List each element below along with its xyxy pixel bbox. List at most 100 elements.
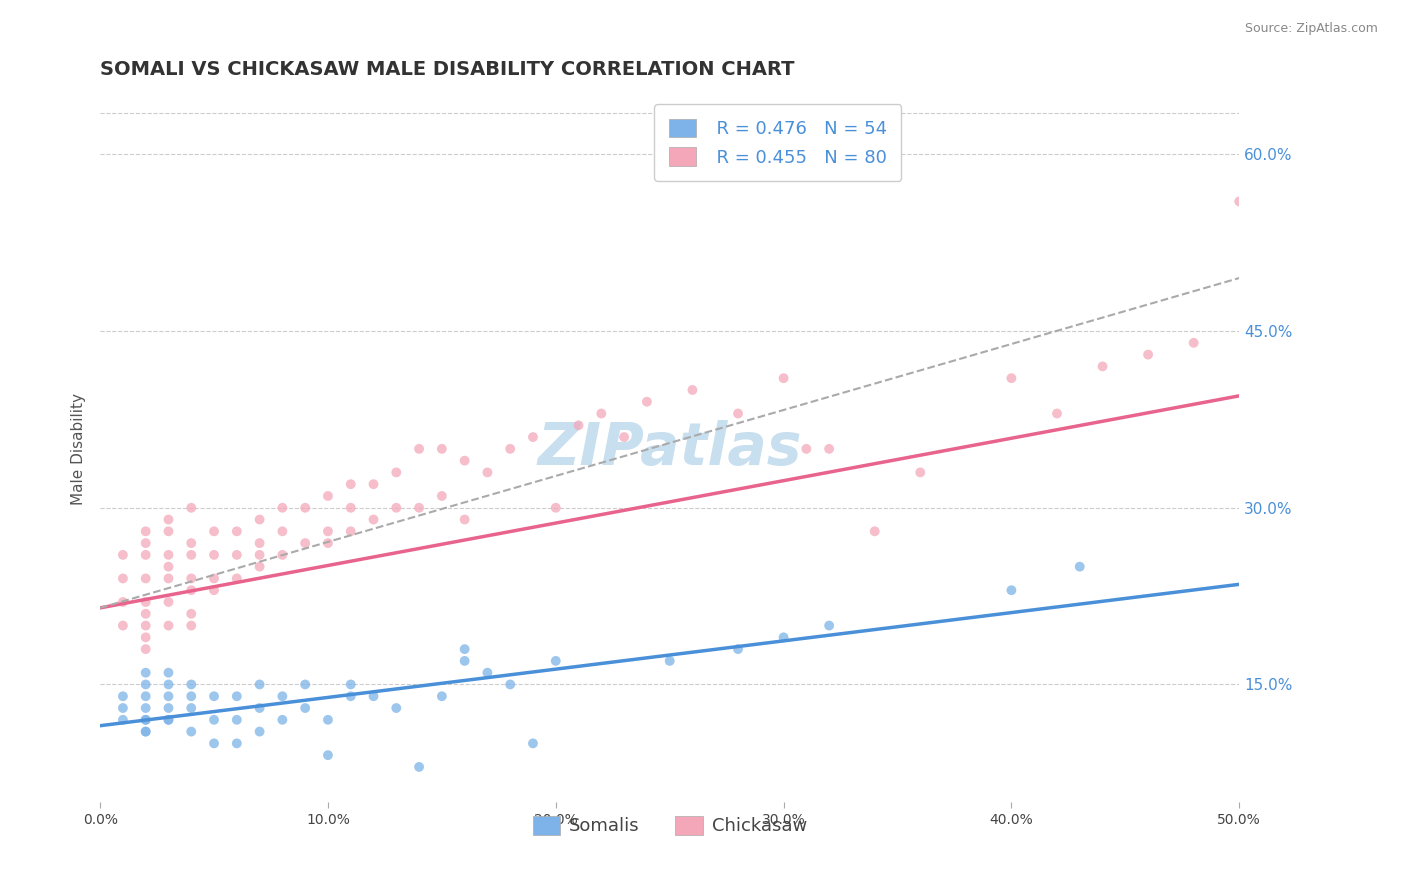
Point	[111, 690, 134, 704]
Point	[499, 442, 522, 456]
Point	[180, 690, 202, 704]
Point	[249, 559, 271, 574]
Point	[363, 477, 385, 491]
Point	[477, 466, 499, 480]
Y-axis label: Male Disability: Male Disability	[72, 392, 86, 505]
Point	[385, 466, 408, 480]
Point	[111, 571, 134, 585]
Point	[636, 394, 658, 409]
Point	[567, 418, 589, 433]
Text: ZIPatlas: ZIPatlas	[537, 420, 801, 477]
Point	[1069, 559, 1091, 574]
Point	[271, 500, 294, 515]
Point	[613, 430, 636, 444]
Point	[339, 677, 361, 691]
Point	[544, 654, 567, 668]
Point	[477, 665, 499, 680]
Point	[180, 724, 202, 739]
Point	[591, 407, 613, 421]
Point	[408, 442, 430, 456]
Point	[522, 430, 544, 444]
Point	[385, 500, 408, 515]
Point	[157, 524, 180, 539]
Point	[157, 677, 180, 691]
Point	[111, 713, 134, 727]
Point	[339, 690, 361, 704]
Point	[202, 690, 225, 704]
Point	[202, 548, 225, 562]
Point	[135, 713, 157, 727]
Point	[202, 736, 225, 750]
Point	[180, 701, 202, 715]
Point	[157, 618, 180, 632]
Point	[499, 677, 522, 691]
Point	[339, 477, 361, 491]
Point	[249, 677, 271, 691]
Point	[430, 489, 453, 503]
Legend: Somalis, Chickasaw: Somalis, Chickasaw	[526, 809, 814, 843]
Point	[249, 701, 271, 715]
Point	[1091, 359, 1114, 374]
Point	[910, 466, 932, 480]
Point	[180, 607, 202, 621]
Point	[135, 642, 157, 657]
Point	[157, 665, 180, 680]
Point	[157, 559, 180, 574]
Point	[658, 654, 681, 668]
Point	[818, 618, 841, 632]
Point	[157, 571, 180, 585]
Point	[294, 536, 316, 550]
Point	[180, 548, 202, 562]
Point	[135, 631, 157, 645]
Point	[135, 665, 157, 680]
Point	[135, 571, 157, 585]
Point	[1227, 194, 1250, 209]
Point	[772, 631, 794, 645]
Point	[863, 524, 886, 539]
Point	[271, 548, 294, 562]
Point	[818, 442, 841, 456]
Point	[225, 571, 247, 585]
Point	[430, 442, 453, 456]
Point	[157, 512, 180, 526]
Point	[316, 536, 339, 550]
Point	[135, 690, 157, 704]
Text: Source: ZipAtlas.com: Source: ZipAtlas.com	[1244, 22, 1378, 36]
Point	[1182, 335, 1205, 350]
Point	[453, 453, 475, 467]
Point	[408, 500, 430, 515]
Point	[249, 512, 271, 526]
Point	[225, 524, 247, 539]
Point	[727, 407, 749, 421]
Point	[453, 654, 475, 668]
Point	[180, 618, 202, 632]
Point	[1137, 348, 1160, 362]
Point	[111, 618, 134, 632]
Text: SOMALI VS CHICKASAW MALE DISABILITY CORRELATION CHART: SOMALI VS CHICKASAW MALE DISABILITY CORR…	[100, 60, 794, 78]
Point	[180, 583, 202, 598]
Point	[1000, 371, 1022, 385]
Point	[135, 548, 157, 562]
Point	[135, 724, 157, 739]
Point	[544, 500, 567, 515]
Point	[157, 713, 180, 727]
Point	[135, 618, 157, 632]
Point	[202, 713, 225, 727]
Point	[316, 748, 339, 763]
Point	[249, 548, 271, 562]
Point	[202, 583, 225, 598]
Point	[772, 371, 794, 385]
Point	[294, 677, 316, 691]
Point	[522, 736, 544, 750]
Point	[385, 701, 408, 715]
Point	[202, 524, 225, 539]
Point	[157, 595, 180, 609]
Point	[135, 595, 157, 609]
Point	[430, 690, 453, 704]
Point	[225, 713, 247, 727]
Point	[339, 524, 361, 539]
Point	[363, 512, 385, 526]
Point	[453, 512, 475, 526]
Point	[135, 677, 157, 691]
Point	[135, 724, 157, 739]
